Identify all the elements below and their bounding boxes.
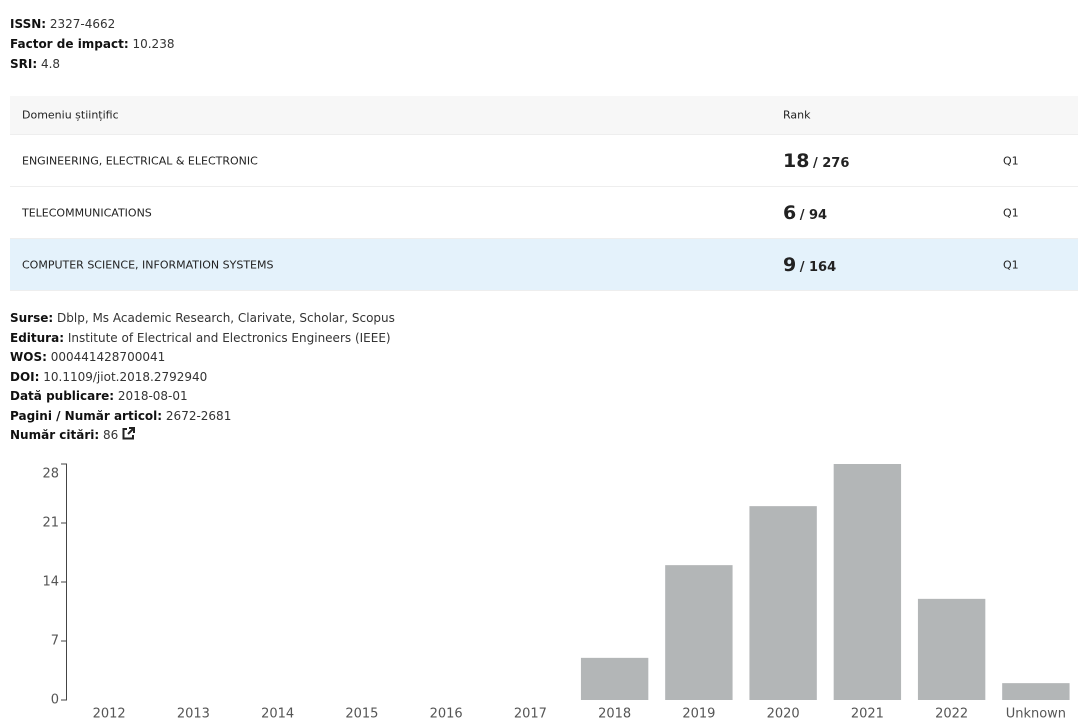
citations-chart: 0 7 14 21 28 2012 2013 2014 2015 2016 2017 2018 2019… <box>42 463 1070 722</box>
bar <box>580 657 649 700</box>
rank-table: Domeniu științific Rank ENGINEERING, ELE… <box>10 96 1078 291</box>
field: ISSN: 2327-4662 <box>10 15 115 34</box>
rank: 18 <box>783 149 810 172</box>
field-label: WOS: <box>10 350 47 364</box>
field-value: 000441428700041 <box>50 350 166 364</box>
bar <box>917 598 986 700</box>
x-tick-label: 2022 <box>935 707 968 722</box>
rank-total: / 94 <box>799 207 828 223</box>
rank-total: / 164 <box>799 259 837 275</box>
bar <box>665 565 733 700</box>
domain-cell: ENGINEERING, ELECTRICAL & ELECTRONIC <box>22 154 258 167</box>
x-tick-label: 2021 <box>851 707 884 722</box>
field-value: 4.8 <box>40 57 61 71</box>
field-value: 2018-08-01 <box>117 389 188 403</box>
field-label: Factor de impact: <box>10 37 129 51</box>
x-tick-label: 2017 <box>514 707 547 722</box>
field-label: Dată publicare: <box>10 389 115 403</box>
x-tick-label: Unknown <box>1006 707 1066 722</box>
header-cell: Rank <box>783 108 811 122</box>
field-label: DOI: <box>10 369 40 384</box>
rank-cell: 9 / 164 <box>783 254 836 276</box>
quartile-cell: Q1 <box>1003 258 1019 271</box>
field-label: Număr citări: <box>10 428 100 442</box>
field-label: Surse: <box>10 311 54 325</box>
table-row: TELECOMMUNICATIONS 6 / 94 Q1 <box>10 187 1078 239</box>
field: SRI: 4.8 <box>10 55 60 74</box>
y-tick-label: 28 <box>42 467 59 482</box>
header-cell: Domeniu științific <box>22 108 119 122</box>
field-value: Dblp, Ms Academic Research, Clarivate, S… <box>57 311 395 325</box>
field-label: Editura: <box>10 330 64 345</box>
y-tick-label: 21 <box>42 516 59 531</box>
rank-cell: 6 / 94 <box>783 202 827 224</box>
x-tick-label: 2018 <box>598 707 631 722</box>
field: Editura: Institute of Electrical and Ele… <box>10 329 391 348</box>
field: DOI: 10.1109/jiot.2018.2792940 <box>10 368 207 387</box>
y-tick-label: 0 <box>51 693 59 708</box>
field-value: 10.238 <box>132 37 175 51</box>
x-tick-label: 2012 <box>93 707 126 722</box>
field-value: 86 <box>103 428 119 442</box>
field: Factor de impact: 10.238 <box>10 35 174 54</box>
bar <box>1002 683 1070 700</box>
quartile-cell: Q1 <box>1003 154 1019 167</box>
bar <box>749 506 817 700</box>
field-value: 10.1109/jiot.2018.2792940 <box>43 369 208 384</box>
x-tick-label: 2016 <box>430 707 463 722</box>
x-tick-label: 2015 <box>345 707 378 722</box>
x-tick-label: 2019 <box>682 707 715 722</box>
field-value: 2672-2681 <box>165 408 232 423</box>
rank-cell: 18 / 276 <box>783 150 849 172</box>
y-tick-label: 7 <box>51 634 59 649</box>
bar <box>833 464 902 700</box>
table-row: COMPUTER SCIENCE, INFORMATION SYSTEMS 9 … <box>10 239 1078 291</box>
rank: 9 <box>783 253 797 276</box>
domain-cell: TELECOMMUNICATIONS <box>22 206 152 219</box>
domain-cell: COMPUTER SCIENCE, INFORMATION SYSTEMS <box>22 258 274 271</box>
x-tick-label: 2013 <box>177 707 210 722</box>
field-value: 2327-4662 <box>49 17 116 31</box>
field: Pagini / Număr articol: 2672-2681 <box>10 407 231 426</box>
field: Număr citări: 86 <box>10 426 136 445</box>
field-label: ISSN: <box>10 17 47 31</box>
x-tick-label: 2020 <box>767 707 800 722</box>
field-value: Institute of Electrical and Electronics … <box>67 330 391 345</box>
external-link-icon[interactable] <box>122 427 136 440</box>
field: Dată publicare: 2018-08-01 <box>10 387 188 406</box>
table-header: Domeniu științific Rank <box>10 96 1078 135</box>
field: WOS: 000441428700041 <box>10 348 165 367</box>
rank: 6 <box>783 201 797 224</box>
x-tick-label: 2014 <box>261 707 294 722</box>
field-label: SRI: <box>10 57 38 71</box>
table-row: ENGINEERING, ELECTRICAL & ELECTRONIC 18 … <box>10 135 1078 187</box>
quartile-cell: Q1 <box>1003 206 1019 219</box>
field-label: Pagini / Număr articol: <box>10 408 163 423</box>
y-tick-label: 14 <box>42 575 59 590</box>
rank-total: / 276 <box>812 155 850 171</box>
field: Surse: Dblp, Ms Academic Research, Clari… <box>10 309 395 328</box>
